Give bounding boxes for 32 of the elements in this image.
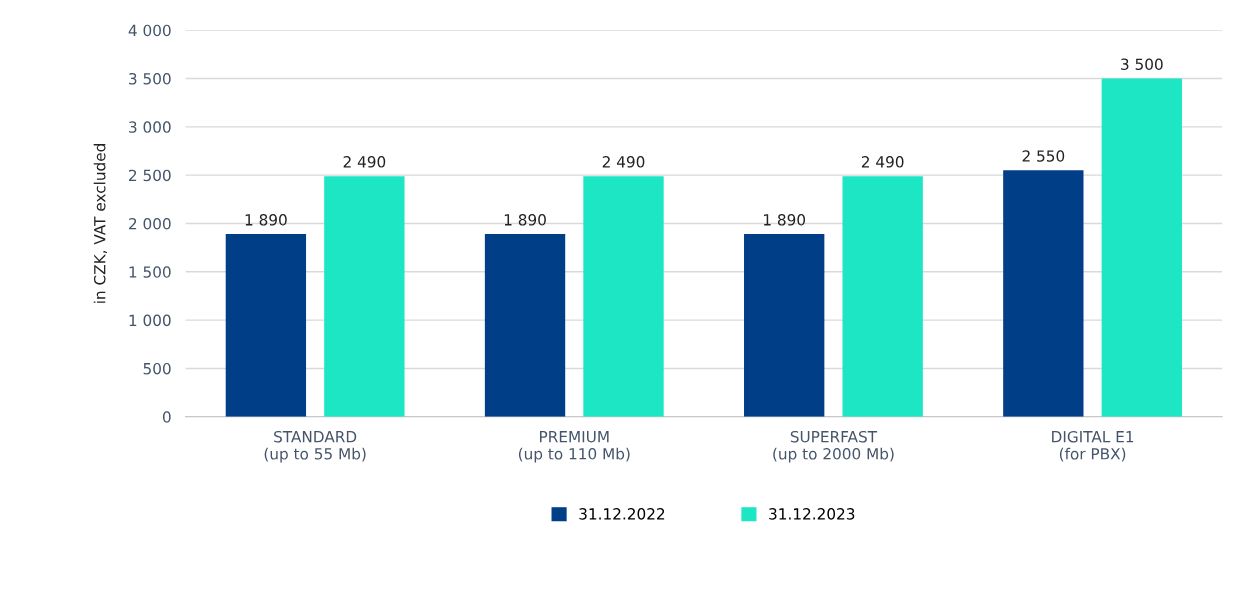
data-label: 3 500 — [1121, 58, 1163, 70]
bar — [842, 176, 923, 417]
y-tick-label: 4 000 — [128, 24, 171, 37]
data-label: 1 890 — [764, 214, 806, 226]
bar — [324, 176, 405, 417]
y-tick-label: 0 — [162, 411, 171, 423]
bar — [484, 234, 566, 417]
y-tick-label: 1 000 — [129, 314, 171, 327]
y-tick-label: 3 000 — [129, 121, 171, 133]
data-label: 2 490 — [861, 156, 904, 168]
bar — [225, 234, 307, 417]
x-tick-label: PREMIUM (up to 110 Mb) — [518, 431, 630, 463]
data-label: 1 890 — [245, 214, 287, 226]
y-tick-label: 2 500 — [129, 169, 171, 182]
bar — [583, 176, 664, 417]
bar — [744, 234, 825, 417]
y-tick-label: 1 500 — [129, 266, 171, 278]
y-tick-label: 3 500 — [129, 72, 171, 85]
x-tick-label: DIGITAL E1 (for PBX) — [1052, 430, 1134, 462]
data-label: 2 490 — [343, 156, 386, 168]
x-tick-label: SUPERFAST (up to 2000 Mb) — [773, 430, 894, 463]
data-label: 2 490 — [602, 156, 645, 168]
legend-label: 31.12.2022 — [579, 508, 665, 520]
y-tick-label: 2 000 — [129, 217, 171, 230]
data-label: 1 890 — [504, 214, 546, 226]
y-axis-title: in CZK, VAT excluded — [93, 144, 108, 303]
data-label: 2 550 — [1022, 150, 1065, 162]
y-tick-label: 500 — [143, 362, 171, 375]
bar — [1003, 170, 1084, 417]
x-tick-label: STANDARD (up to 55 Mb) — [264, 430, 366, 463]
bar — [1101, 78, 1182, 417]
legend-label: 31.12.2023 — [769, 508, 855, 520]
